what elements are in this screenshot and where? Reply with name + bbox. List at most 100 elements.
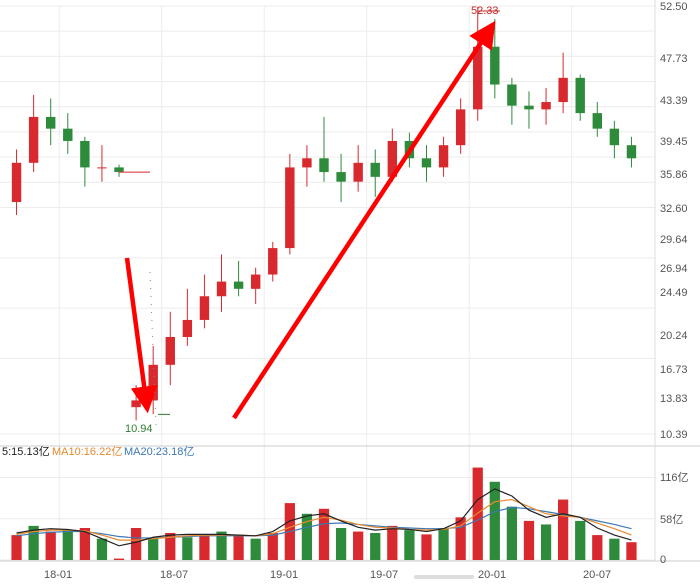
price-tick: 13.83 bbox=[660, 393, 688, 405]
volume-bar bbox=[353, 531, 364, 560]
volume-bar bbox=[387, 525, 398, 560]
date-tick: 18-07 bbox=[160, 569, 188, 581]
candle-body bbox=[336, 172, 346, 182]
legend-ma10: MA10:16.22亿 bbox=[52, 445, 122, 458]
date-tick: 20-07 bbox=[583, 569, 611, 581]
candle-body bbox=[165, 336, 175, 365]
low-price-label: 10.94 bbox=[125, 423, 153, 435]
candle-body bbox=[63, 128, 73, 141]
price-tick: 26.94 bbox=[660, 263, 688, 275]
volume-bar bbox=[216, 531, 227, 560]
candle-body bbox=[28, 116, 39, 163]
legend-ma5: 5:15.13亿 bbox=[2, 445, 50, 458]
volume-bar bbox=[626, 542, 637, 560]
candle-body bbox=[592, 113, 602, 129]
candle-body bbox=[302, 158, 312, 168]
ma10-line bbox=[16, 498, 632, 541]
volume-bar bbox=[404, 530, 415, 560]
volume-bar bbox=[370, 532, 381, 560]
candle-body bbox=[182, 319, 193, 337]
candle-body bbox=[11, 162, 22, 203]
volume-bar bbox=[182, 537, 193, 560]
date-tick: 20-01 bbox=[478, 569, 506, 581]
candle-body bbox=[524, 105, 534, 110]
price-tick: 35.86 bbox=[660, 169, 688, 181]
volume-legend: 5:15.13亿 MA10:16.22亿 MA20:23.18亿 bbox=[2, 445, 194, 458]
candle-body bbox=[626, 145, 637, 159]
price-series bbox=[11, 6, 637, 421]
volume-bar bbox=[79, 528, 90, 560]
candle-body bbox=[46, 116, 56, 129]
price-tick: 52.50 bbox=[660, 1, 688, 13]
candle-body bbox=[507, 84, 517, 106]
candle-body bbox=[268, 248, 278, 275]
volume-bar bbox=[318, 508, 330, 560]
volume-tick: 116亿 bbox=[660, 471, 689, 484]
volume-bar bbox=[199, 534, 210, 560]
candle-body bbox=[438, 145, 449, 168]
volume-bar bbox=[45, 531, 56, 560]
high-price-label: 52.33 bbox=[471, 5, 499, 17]
volume-bar bbox=[609, 538, 620, 560]
volume-bar bbox=[335, 528, 347, 560]
price-tick: 39.45 bbox=[660, 136, 688, 148]
volume-bar bbox=[233, 535, 244, 560]
volume-bar bbox=[130, 528, 142, 560]
price-tick: 47.73 bbox=[660, 53, 688, 65]
volume-bar bbox=[62, 530, 73, 560]
candle-body bbox=[148, 364, 158, 401]
volume-bar bbox=[250, 538, 261, 560]
price-tick: 20.24 bbox=[660, 330, 688, 342]
volume-bar bbox=[11, 535, 22, 560]
candle-body bbox=[80, 140, 90, 168]
candle-body bbox=[285, 167, 295, 249]
candle-body bbox=[97, 167, 107, 169]
volume-bar bbox=[506, 506, 518, 560]
volume-bar bbox=[455, 517, 466, 560]
volume-bar bbox=[438, 528, 449, 560]
volume-tick: 58亿 bbox=[660, 513, 683, 526]
price-tick: 10.39 bbox=[660, 429, 688, 441]
candle-body bbox=[558, 77, 568, 103]
volume-bar bbox=[575, 520, 586, 560]
volume-bar bbox=[267, 532, 278, 560]
candle-body bbox=[609, 128, 620, 146]
price-tick: 29.64 bbox=[660, 234, 688, 246]
volume-bar bbox=[148, 538, 159, 560]
annotation-layer bbox=[119, 10, 500, 426]
price-tick: 32.60 bbox=[660, 203, 688, 215]
volume-bar bbox=[421, 534, 432, 560]
date-tick: 18-01 bbox=[44, 569, 72, 581]
volume-bar bbox=[523, 520, 535, 560]
volume-bar bbox=[28, 525, 39, 560]
volume-bar bbox=[558, 499, 569, 560]
candle-body bbox=[233, 281, 244, 289]
rise-arrow bbox=[232, 20, 496, 420]
candle-body bbox=[455, 109, 466, 146]
volume-bar bbox=[96, 538, 108, 560]
horizontal-scrollbar[interactable] bbox=[414, 575, 474, 579]
volume-tick: 0 bbox=[660, 554, 666, 566]
volume-bar bbox=[540, 524, 552, 560]
volume-bar bbox=[489, 481, 500, 560]
price-tick: 24.49 bbox=[660, 287, 688, 299]
price-axis: 52.50 47.73 43.39 39.45 35.86 32.60 29.6… bbox=[660, 1, 688, 441]
candle-body bbox=[114, 167, 124, 173]
date-tick: 19-07 bbox=[370, 569, 398, 581]
volume-bar bbox=[165, 532, 176, 560]
price-tick: 16.73 bbox=[660, 364, 688, 376]
candle-body bbox=[421, 158, 432, 168]
candle-body bbox=[473, 46, 483, 110]
legend-ma20: MA20:23.18亿 bbox=[124, 445, 194, 458]
ma5-line bbox=[16, 488, 632, 547]
candle-body bbox=[199, 296, 210, 320]
price-tick: 43.39 bbox=[660, 95, 688, 107]
volume-bar bbox=[592, 535, 603, 560]
drop-arrow bbox=[124, 257, 158, 414]
candle-body bbox=[490, 46, 500, 85]
volume-axis: 116亿 58亿 0 bbox=[660, 471, 689, 566]
candle-body bbox=[250, 274, 261, 289]
